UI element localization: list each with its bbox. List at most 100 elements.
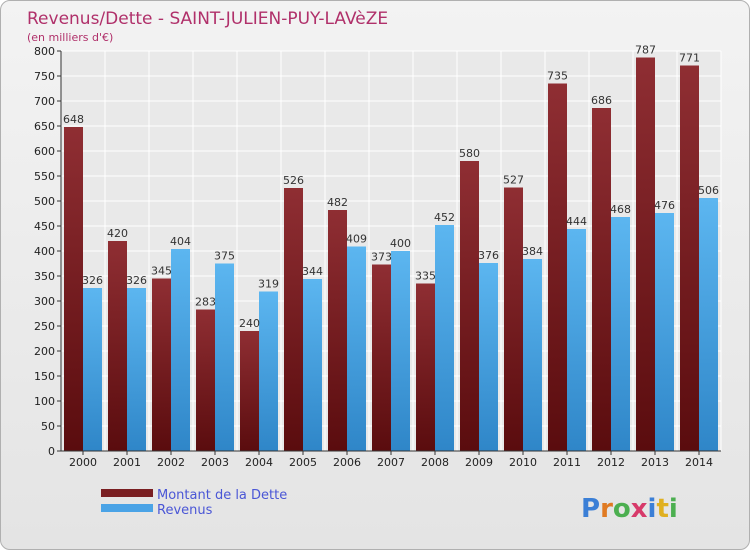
bar-revenus-2008 (435, 225, 454, 451)
ytick-label-450: 450 (34, 220, 55, 233)
xtick-label-2003: 2003 (201, 456, 229, 469)
value-label-dette-2007: 373 (371, 251, 392, 264)
value-label-dette-2013: 787 (635, 44, 656, 57)
value-label-revenus-2005: 344 (302, 265, 323, 278)
legend-label-revenus: Revenus (157, 503, 213, 518)
ytick-label-50: 50 (41, 420, 55, 433)
value-label-revenus-2010: 384 (522, 245, 543, 258)
value-label-revenus-2008: 452 (434, 211, 455, 224)
bar-dette-2000 (64, 127, 83, 451)
legend-label-dette: Montant de la Dette (157, 488, 287, 503)
value-label-dette-2012: 686 (591, 94, 612, 107)
bar-revenus-2010 (523, 259, 542, 451)
value-label-dette-2004: 240 (239, 317, 260, 330)
bar-revenus-2002 (171, 249, 190, 451)
bar-revenus-2003 (215, 263, 234, 451)
xtick-label-2001: 2001 (113, 456, 141, 469)
bar-revenus-2005 (303, 279, 322, 451)
legend-swatch-revenus (101, 504, 153, 512)
value-label-dette-2010: 527 (503, 174, 524, 187)
value-label-revenus-2013: 476 (654, 199, 675, 212)
bar-dette-2013 (636, 57, 655, 451)
value-label-revenus-2007: 400 (390, 237, 411, 250)
ytick-label-600: 600 (34, 145, 55, 158)
chart-title: Revenus/Dette - SAINT-JULIEN-PUY-LAVèZE (27, 9, 388, 29)
ytick-label-650: 650 (34, 120, 55, 133)
xtick-label-2014: 2014 (685, 456, 713, 469)
xtick-label-2009: 2009 (465, 456, 493, 469)
bar-revenus-2004 (259, 291, 278, 451)
legend-swatch-dette (101, 489, 153, 497)
value-label-dette-2014: 771 (679, 52, 700, 65)
value-label-dette-2001: 420 (107, 227, 128, 240)
xtick-label-2011: 2011 (553, 456, 581, 469)
xtick-label-2012: 2012 (597, 456, 625, 469)
ytick-label-250: 250 (34, 320, 55, 333)
value-label-dette-2002: 345 (151, 265, 172, 278)
value-label-revenus-2011: 444 (566, 215, 587, 228)
proxiti-logo: Proxiti (581, 494, 678, 524)
bar-dette-2003 (196, 309, 215, 451)
xtick-label-2002: 2002 (157, 456, 185, 469)
bars-group (64, 57, 718, 451)
bar-dette-2005 (284, 188, 303, 451)
xtick-label-2008: 2008 (421, 456, 449, 469)
value-label-revenus-2014: 506 (698, 184, 719, 197)
bar-revenus-2001 (127, 288, 146, 451)
xtick-label-2006: 2006 (333, 456, 361, 469)
ytick-label-550: 550 (34, 170, 55, 183)
ytick-label-100: 100 (34, 395, 55, 408)
bar-revenus-2011 (567, 229, 586, 451)
bar-revenus-2007 (391, 251, 410, 451)
bar-revenus-2000 (83, 288, 102, 451)
bar-revenus-2009 (479, 263, 498, 451)
ytick-label-300: 300 (34, 295, 55, 308)
value-label-dette-2005: 526 (283, 174, 304, 187)
value-label-dette-2006: 482 (327, 196, 348, 209)
ytick-label-800: 800 (34, 45, 55, 58)
value-label-revenus-2003: 375 (214, 250, 235, 263)
ytick-label-700: 700 (34, 95, 55, 108)
bar-revenus-2014 (699, 198, 718, 451)
ytick-label-500: 500 (34, 195, 55, 208)
xtick-label-2000: 2000 (69, 456, 97, 469)
legend: Montant de la Dette Revenus (101, 488, 287, 518)
axes: 0 50 100 150 200 250 300 350 400 450 500 550 600 650 7… (34, 45, 721, 469)
bar-dette-2011 (548, 83, 567, 451)
bar-dette-2007 (372, 264, 391, 451)
value-label-dette-2003: 283 (195, 296, 216, 309)
ytick-label-750: 750 (34, 70, 55, 83)
bar-dette-2009 (460, 161, 479, 451)
ytick-label-200: 200 (34, 345, 55, 358)
value-label-revenus-2001: 326 (126, 274, 147, 287)
value-label-revenus-2000: 326 (82, 274, 103, 287)
logo-text: Proxiti (581, 494, 678, 524)
value-label-dette-2011: 735 (547, 70, 568, 83)
bar-dette-2008 (416, 283, 435, 451)
value-label-revenus-2002: 404 (170, 235, 191, 248)
ytick-label-350: 350 (34, 270, 55, 283)
value-label-revenus-2006: 409 (346, 233, 367, 246)
value-label-revenus-2004: 319 (258, 278, 279, 291)
chart-subtitle: (en milliers d'€) (27, 31, 113, 44)
xtick-label-2013: 2013 (641, 456, 669, 469)
value-label-revenus-2009: 376 (478, 249, 499, 262)
value-labels: 648 326 420 326 345 404 283 375 240 319 526 344 482 4… (63, 44, 719, 331)
ytick-label-150: 150 (34, 370, 55, 383)
bar-revenus-2006 (347, 246, 366, 451)
bar-dette-2002 (152, 278, 171, 451)
value-label-dette-2008: 335 (415, 270, 436, 283)
ytick-label-0: 0 (48, 445, 55, 458)
ytick-label-400: 400 (34, 245, 55, 258)
xtick-label-2005: 2005 (289, 456, 317, 469)
xtick-label-2007: 2007 (377, 456, 405, 469)
xtick-label-2010: 2010 (509, 456, 537, 469)
bar-revenus-2012 (611, 217, 630, 451)
bar-dette-2006 (328, 210, 347, 451)
bar-dette-2012 (592, 108, 611, 451)
bar-dette-2004 (240, 331, 259, 451)
value-label-dette-2009: 580 (459, 147, 480, 160)
bar-dette-2010 (504, 187, 523, 451)
